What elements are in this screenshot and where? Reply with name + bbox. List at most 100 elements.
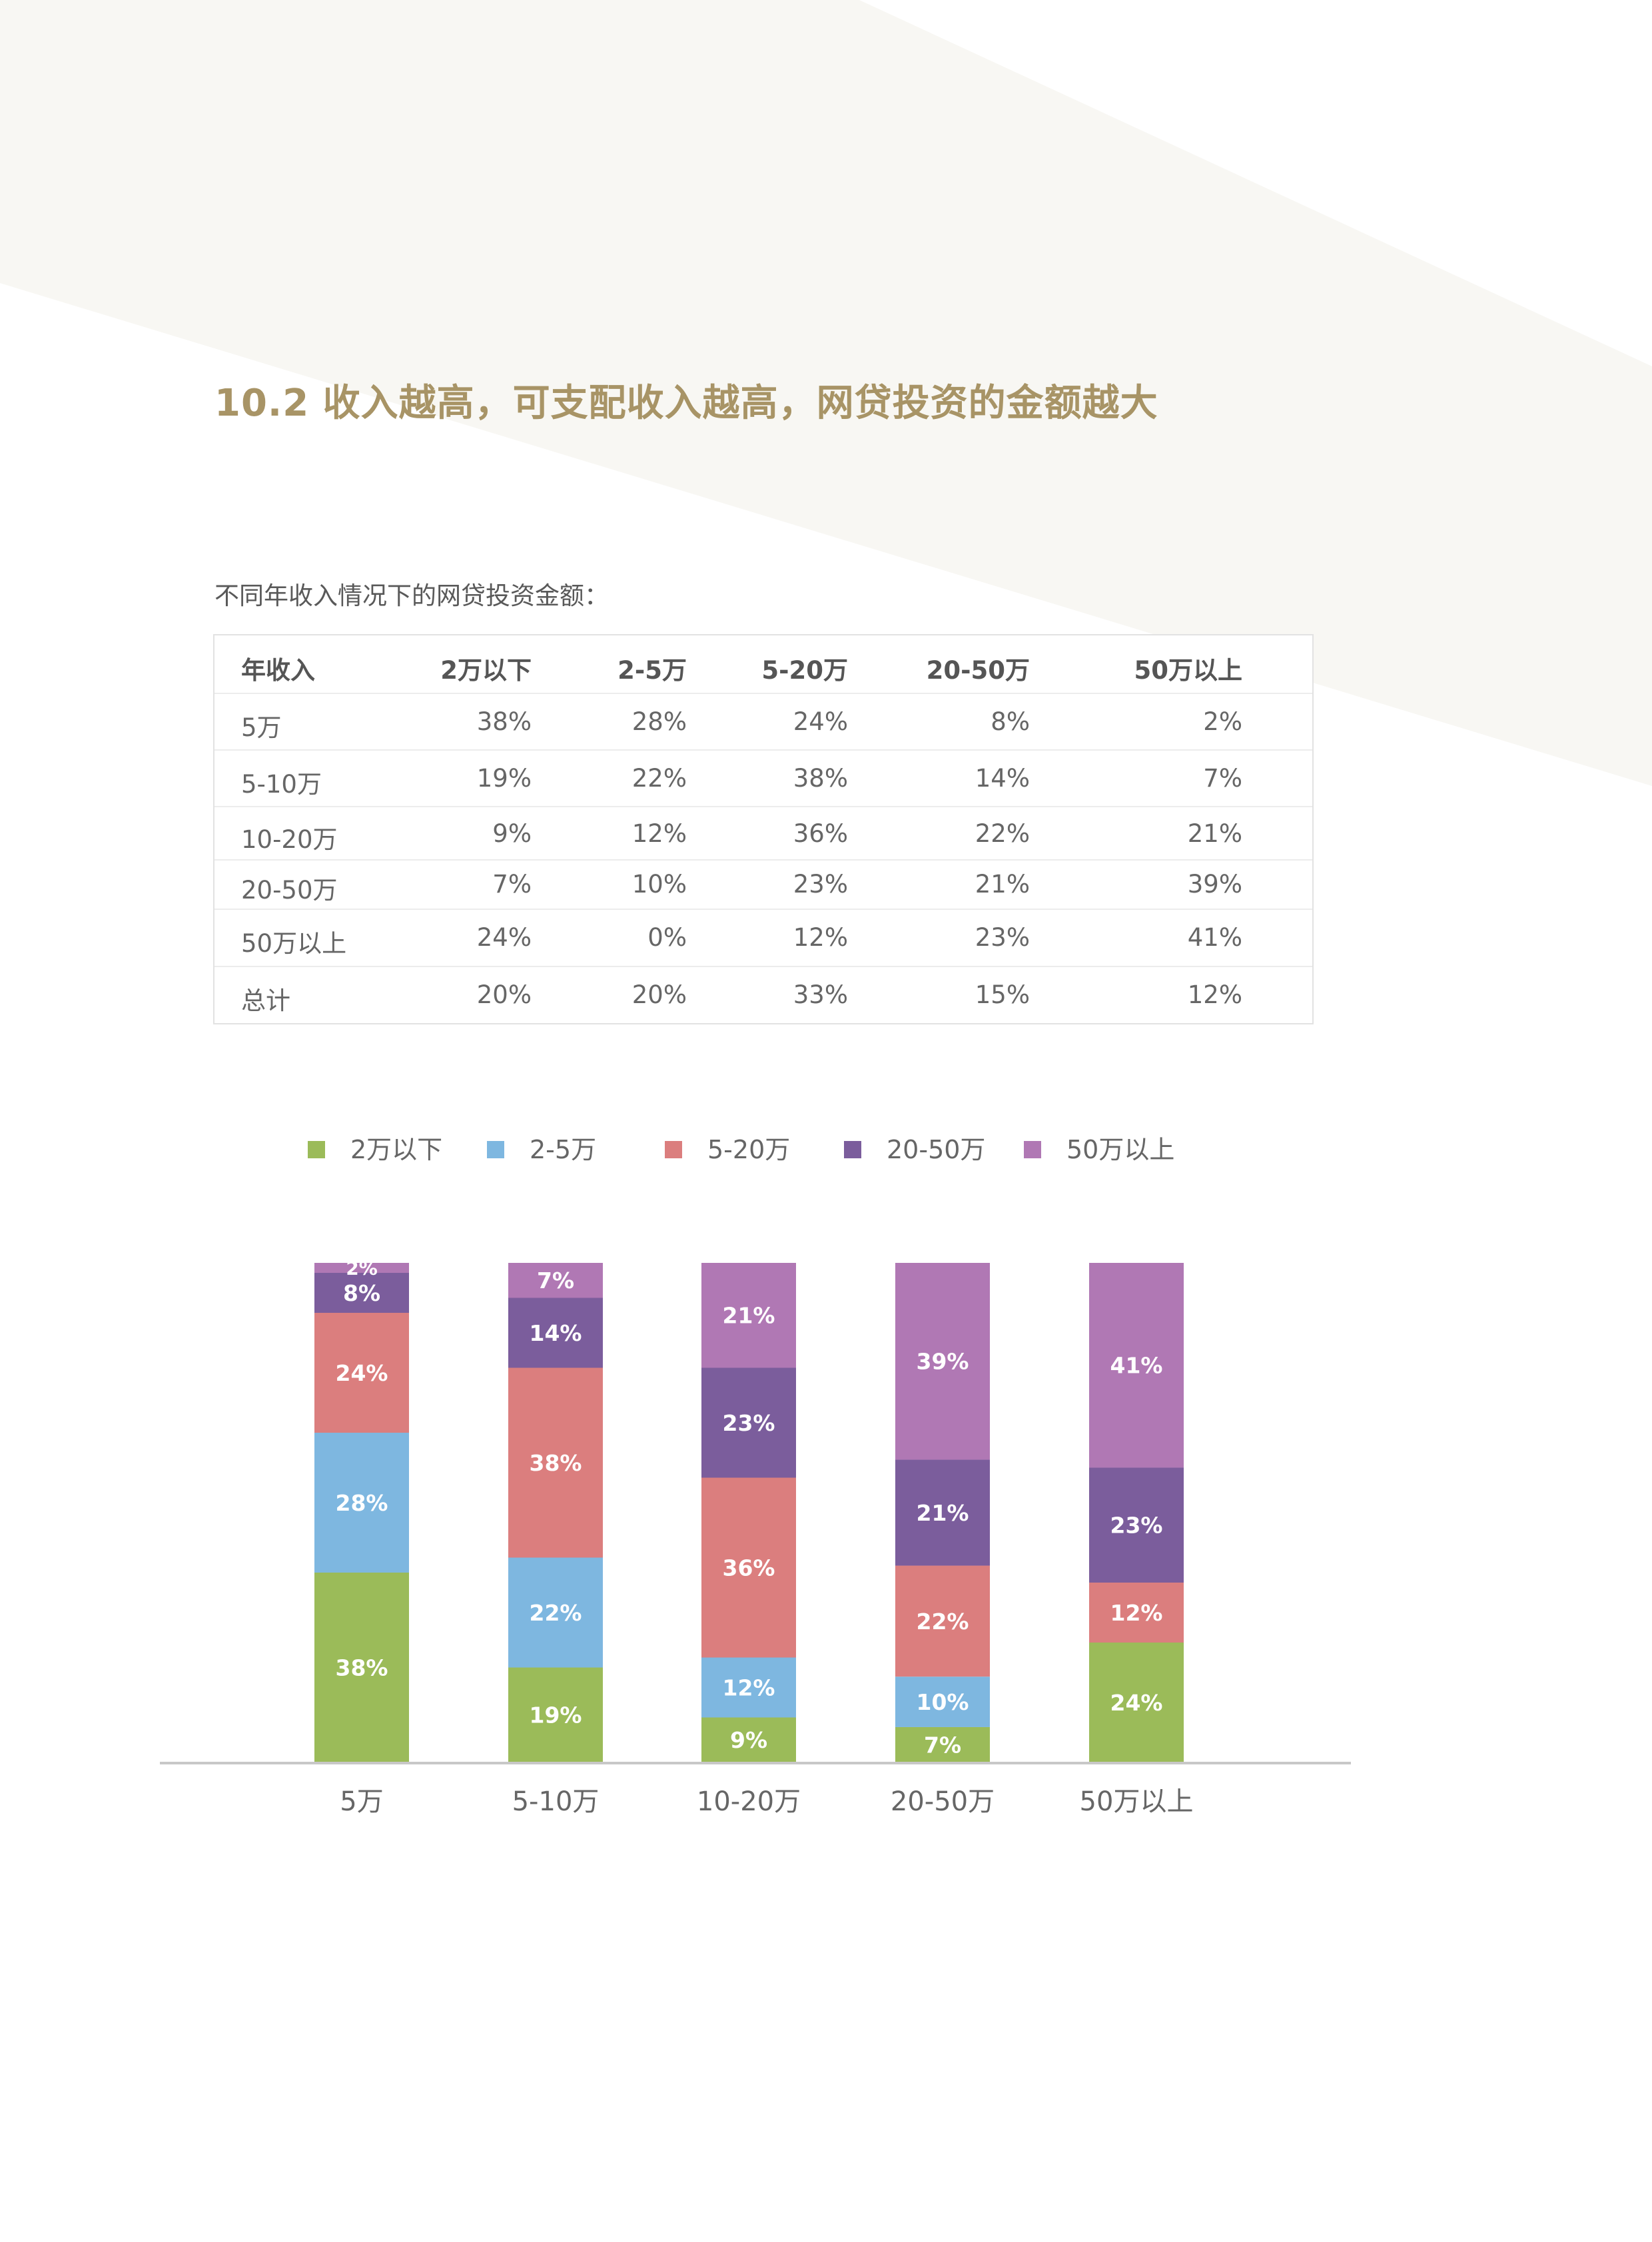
bar-segment (701, 1717, 796, 1762)
table-row: 5-10万 19% 22% 38% 14% 7% (214, 751, 1312, 807)
table-cell: 23% (793, 870, 848, 899)
section-title: 10.2 收入越高，可支配收入越高，网贷投资的金额越大 (214, 382, 1158, 425)
table-cell: 8% (991, 707, 1030, 736)
table-cell: 33% (793, 980, 848, 1009)
bar-data-label: 21% (723, 1303, 775, 1329)
bar-segment (1089, 1643, 1184, 1762)
legend-label: 2-5万 (530, 1135, 596, 1164)
table-cell: 7% (1203, 764, 1242, 793)
bar-data-label: 7% (924, 1732, 961, 1758)
bar-segment (508, 1298, 603, 1368)
table-cell: 5万 (241, 713, 282, 742)
table-cell: 7% (492, 870, 532, 899)
bar-data-label: 22% (530, 1600, 582, 1626)
table-cell: 21% (1187, 819, 1242, 848)
table-cell: 24% (476, 923, 532, 952)
legend-swatch (487, 1141, 504, 1158)
legend-label: 50万以上 (1066, 1135, 1174, 1164)
bar-data-label: 14% (530, 1320, 582, 1346)
bar-segment (314, 1433, 409, 1573)
bar-data-label: 9% (730, 1727, 767, 1753)
bar-data-label: 24% (1110, 1690, 1163, 1716)
bar-data-label: 36% (723, 1555, 775, 1581)
bar-data-label: 8% (343, 1280, 380, 1306)
bar-segment (895, 1677, 990, 1727)
table-cell: 12% (1187, 980, 1242, 1009)
table-cell: 10-20万 (241, 825, 338, 854)
bar-segment (314, 1273, 409, 1313)
table-cell: 23% (975, 923, 1030, 952)
bar-segment (314, 1313, 409, 1433)
table-row-total: 总计 20% 20% 33% 15% 12% (214, 967, 1312, 1023)
table-cell: 41% (1187, 923, 1242, 952)
legend-swatch (308, 1141, 325, 1158)
x-tick-label: 5-10万 (512, 1786, 600, 1817)
table-cell: 38% (793, 764, 848, 793)
table-cell: 20-50万 (241, 876, 338, 905)
bar-segment (701, 1263, 796, 1368)
legend-swatch (665, 1141, 682, 1158)
table-row: 10-20万 9% 12% 36% 22% 21% (214, 807, 1312, 861)
bar-segment (701, 1367, 796, 1478)
x-tick-label: 10-20万 (697, 1786, 801, 1817)
bar-data-label: 22% (917, 1609, 969, 1635)
table-header-cell: 5-20万 (761, 656, 848, 685)
bar-segment (508, 1557, 603, 1668)
bar-data-label: 38% (336, 1655, 388, 1681)
table-header-cell: 年收入 (241, 656, 315, 685)
bar-data-label: 23% (723, 1410, 775, 1436)
bar-segment (508, 1367, 603, 1558)
bar-data-label: 21% (917, 1500, 969, 1526)
table-cell: 总计 (241, 986, 290, 1015)
table-cell: 50万以上 (241, 929, 347, 958)
table-row: 20-50万 7% 10% 23% 21% 39% (214, 861, 1312, 910)
bar-data-label: 7% (537, 1268, 574, 1294)
bar-segment (1089, 1263, 1184, 1468)
table-cell: 14% (975, 764, 1030, 793)
table-row: 5万 38% 28% 24% 8% 2% (214, 694, 1312, 751)
x-tick-label: 50万以上 (1080, 1786, 1194, 1817)
bar-segment (1089, 1583, 1184, 1643)
bar-data-label: 10% (917, 1689, 969, 1715)
table-cell: 22% (975, 819, 1030, 848)
bar-data-label: 39% (917, 1349, 969, 1375)
table-cell: 9% (492, 819, 532, 848)
bar-data-label: 28% (336, 1490, 388, 1516)
legend-label: 5-20万 (707, 1135, 790, 1164)
table-cell: 0% (647, 923, 687, 952)
table-cell: 28% (631, 707, 687, 736)
table-cell: 39% (1187, 870, 1242, 899)
table-cell: 10% (631, 870, 687, 899)
table-cell: 12% (631, 819, 687, 848)
table-row: 50万以上 24% 0% 12% 23% 41% (214, 910, 1312, 967)
bar-segment (508, 1667, 603, 1762)
table-header-cell: 20-50万 (926, 656, 1030, 685)
bar-data-label: 12% (1110, 1600, 1163, 1626)
x-tick-label: 5万 (340, 1786, 383, 1817)
table-caption: 不同年收入情况下的网贷投资金额： (214, 581, 609, 610)
bar-segment (314, 1573, 409, 1762)
legend-label: 2万以下 (350, 1135, 442, 1164)
bar-segment (701, 1657, 796, 1718)
bar-data-label: 24% (336, 1360, 388, 1386)
bar-segment (895, 1726, 990, 1762)
table-cell: 12% (793, 923, 848, 952)
bar-segment (895, 1565, 990, 1677)
table-cell: 20% (476, 980, 532, 1009)
table-header-cell: 2万以下 (440, 656, 532, 685)
table-cell: 21% (975, 870, 1030, 899)
table-cell: 15% (975, 980, 1030, 1009)
table-cell: 36% (793, 819, 848, 848)
bar-data-label: 12% (723, 1675, 775, 1700)
legend-swatch (1024, 1141, 1041, 1158)
bar-segment (1089, 1467, 1184, 1583)
legend-label: 20-50万 (887, 1135, 985, 1164)
bar-segment (701, 1477, 796, 1658)
bar-segment (895, 1459, 990, 1566)
bar-data-label: 23% (1110, 1513, 1163, 1539)
legend-swatch (844, 1141, 861, 1158)
table-cell: 5-10万 (241, 770, 322, 799)
bar-segment (314, 1263, 409, 1273)
